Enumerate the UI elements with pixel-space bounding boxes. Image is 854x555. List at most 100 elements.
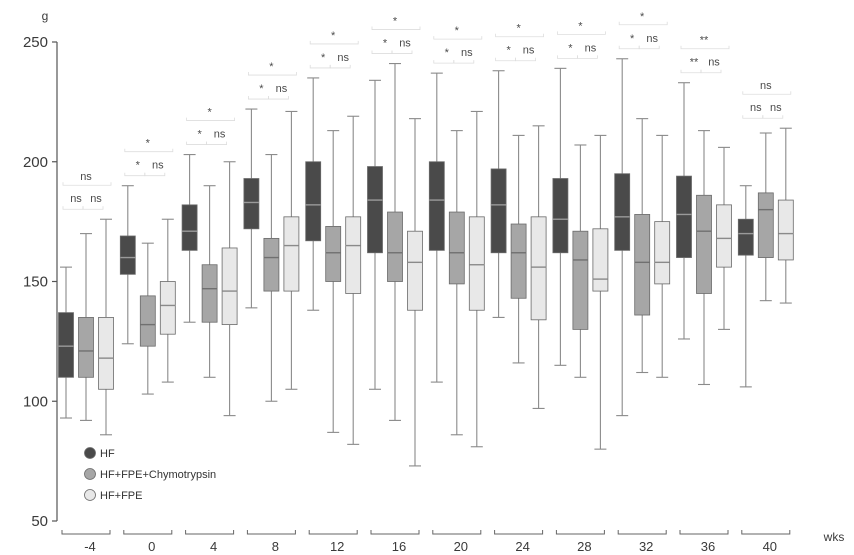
box-hf: [737, 185, 754, 388]
significance-label-left: **: [690, 57, 699, 69]
significance-bracket-wide: [495, 33, 544, 38]
significance-label-right: ns: [646, 33, 658, 45]
legend-item: HF: [84, 447, 115, 460]
x-tick-label: 0: [148, 539, 155, 554]
box-body: [305, 161, 322, 242]
y-tick-label: 150: [23, 274, 48, 291]
significance-group: * ns*: [371, 16, 421, 54]
x-category-bracket: [123, 530, 173, 535]
x-tick-label: 40: [763, 539, 777, 554]
box-body: [98, 317, 114, 390]
box-body: [345, 216, 362, 294]
box-hf-fpe-chymotrypsin: [78, 233, 94, 421]
box-hf-fpe: [716, 146, 732, 330]
significance-bracket-small: [700, 69, 722, 74]
legend-label: HF: [100, 448, 115, 460]
significance-label-top: *: [640, 11, 645, 23]
significance-bracket-small: [391, 50, 413, 54]
box-hf-fpe: [654, 134, 671, 378]
box-hf-fpe-chymotrypsin: [139, 242, 156, 395]
significance-bracket-small: [124, 172, 146, 177]
box-hf-fpe: [530, 125, 547, 409]
box-hf-fpe-chymotrypsin: [572, 144, 589, 378]
y-tick-label: 200: [23, 154, 48, 171]
x-tick-label: 28: [577, 539, 591, 554]
box-body: [634, 214, 651, 316]
significance-bracket-wide: [433, 36, 483, 40]
box-body: [448, 211, 465, 285]
significance-group: * ns*: [433, 25, 483, 64]
significance-bracket-wide: [62, 182, 112, 186]
significance-label-left: *: [383, 38, 388, 50]
significance-group: * ns*: [495, 23, 544, 62]
significance-label-right: ns: [708, 57, 720, 69]
significance-bracket-wide: [557, 31, 606, 35]
significance-label-top: ns: [760, 80, 772, 92]
box-hf-fpe-chymotrypsin: [696, 130, 712, 386]
box-body: [572, 230, 589, 330]
box-hf: [58, 266, 74, 419]
significance-bracket-small: [495, 57, 516, 62]
box-hf-fpe: [407, 118, 423, 467]
box-hf-fpe: [98, 218, 114, 436]
box-body: [757, 192, 774, 258]
box-body: [592, 228, 609, 292]
box-hf-fpe: [345, 115, 362, 445]
box-hf-fpe: [283, 110, 300, 390]
significance-label-right: ns: [337, 52, 349, 64]
significance-bracket-wide: [248, 72, 297, 76]
box-body: [283, 216, 300, 292]
y-unit-label: g: [42, 9, 49, 23]
x-tick-label: 32: [639, 539, 653, 554]
significance-bracket-wide: [680, 45, 730, 50]
significance-label-top: ns: [80, 171, 92, 183]
legend-marker: [84, 447, 96, 459]
y-axis: 50 100 150 200 250 g: [23, 9, 58, 530]
x-axis: -4 0 4 8 12 16 20 24 28 32 36 40 wks: [61, 530, 844, 554]
box-hf: [428, 72, 445, 383]
x-category-bracket: [246, 530, 296, 535]
box-hf-fpe-chymotrypsin: [263, 154, 280, 402]
x-tick-label: 36: [701, 539, 715, 554]
box-hf-fpe: [592, 134, 609, 450]
significance-bracket-small: [206, 141, 227, 145]
significance-label-left: *: [321, 52, 326, 64]
box-hf: [367, 79, 383, 390]
legend: HF HF+FPE+Chymotrypsin HF+FPE: [84, 447, 216, 502]
significance-bracket-small: [618, 45, 640, 50]
box-body: [263, 237, 280, 292]
legend-label: HF+FPE: [100, 490, 142, 502]
significance-label-top: *: [578, 20, 583, 32]
x-category-bracket: [308, 530, 358, 535]
y-tick-label: 50: [31, 513, 48, 530]
box-hf: [181, 154, 198, 323]
box-body: [552, 178, 569, 254]
significance-bracket-small: [248, 96, 269, 100]
box-hf: [305, 77, 322, 311]
significance-bracket-small: [515, 57, 536, 62]
box-body: [119, 235, 136, 275]
box-body: [490, 168, 507, 254]
significance-label-right: ns: [585, 42, 597, 54]
significance-label-top: *: [455, 25, 460, 37]
significance-label-right: ns: [152, 160, 164, 172]
x-category-bracket: [432, 530, 482, 535]
significance-bracket-small: [186, 141, 207, 145]
box-hf: [119, 185, 136, 345]
significance-bracket-small: [557, 55, 578, 59]
significance-label-right: ns: [523, 45, 535, 57]
significance-bracket-small: [82, 206, 104, 210]
significance-bracket-small: [433, 60, 455, 64]
significance-bracket-wide: [186, 117, 235, 121]
y-tick-label: 250: [23, 34, 48, 51]
box-body: [614, 173, 631, 251]
box-body: [78, 317, 94, 378]
significance-group: * ns*: [186, 107, 235, 145]
box-body: [510, 223, 527, 299]
significance-label-top: *: [516, 23, 521, 35]
significance-label-top: *: [269, 61, 274, 73]
significance-label-right: ns: [770, 102, 782, 114]
box-hf: [490, 70, 507, 318]
